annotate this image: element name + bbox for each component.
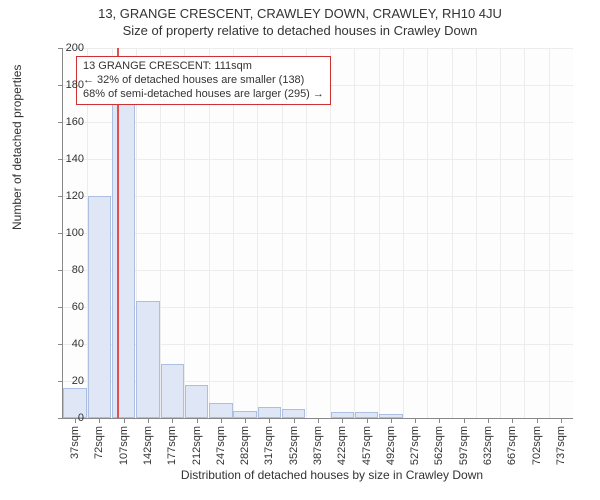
histogram-bar <box>355 412 378 418</box>
xtick-mark <box>391 418 392 423</box>
xtick-mark <box>367 418 368 423</box>
xtick-label: 282sqm <box>239 426 251 465</box>
title-sub: Size of property relative to detached ho… <box>0 21 600 38</box>
xtick-label: 317sqm <box>263 426 275 465</box>
xtick-label: 667sqm <box>506 426 518 465</box>
gridline-v <box>500 48 501 418</box>
gridline-h <box>63 233 573 234</box>
xtick-label: 247sqm <box>215 426 227 465</box>
xtick-mark <box>512 418 513 423</box>
chart-container: 13, GRANGE CRESCENT, CRAWLEY DOWN, CRAWL… <box>0 0 600 500</box>
xtick-mark <box>197 418 198 423</box>
histogram-bar <box>258 407 281 418</box>
gridline-v <box>476 48 477 418</box>
histogram-bar <box>233 411 256 418</box>
gridline-h <box>63 48 573 49</box>
ytick-label: 100 <box>44 227 84 239</box>
xtick-label: 72sqm <box>93 426 105 459</box>
xtick-label: 527sqm <box>409 426 421 465</box>
xtick-mark <box>537 418 538 423</box>
xtick-label: 177sqm <box>166 426 178 465</box>
xtick-label: 457sqm <box>361 426 373 465</box>
histogram-bar <box>331 412 354 418</box>
xtick-label: 737sqm <box>555 426 567 465</box>
xtick-mark <box>269 418 270 423</box>
gridline-v <box>524 48 525 418</box>
gridline-v <box>427 48 428 418</box>
xtick-mark <box>294 418 295 423</box>
annotation-line-1: 13 GRANGE CRESCENT: 111sqm <box>83 60 324 74</box>
xtick-mark <box>318 418 319 423</box>
xtick-mark <box>148 418 149 423</box>
xtick-label: 597sqm <box>458 426 470 465</box>
y-axis-label: Number of detached properties <box>10 65 24 230</box>
histogram-bar <box>136 301 159 418</box>
xtick-mark <box>488 418 489 423</box>
xtick-label: 632sqm <box>482 426 494 465</box>
xtick-mark <box>439 418 440 423</box>
chart-area: 37sqm72sqm107sqm142sqm177sqm212sqm247sqm… <box>62 48 572 418</box>
xtick-label: 142sqm <box>142 426 154 465</box>
annotation-line-2: ← 32% of detached houses are smaller (13… <box>83 74 324 88</box>
xtick-label: 422sqm <box>336 426 348 465</box>
ytick-label: 140 <box>44 153 84 165</box>
gridline-v <box>379 48 380 418</box>
xtick-mark <box>415 418 416 423</box>
xtick-mark <box>221 418 222 423</box>
xtick-label: 352sqm <box>288 426 300 465</box>
xtick-mark <box>172 418 173 423</box>
histogram-bar <box>161 364 184 418</box>
ytick-label: 20 <box>44 375 84 387</box>
gridline-v <box>354 48 355 418</box>
ytick-label: 40 <box>44 338 84 350</box>
ytick-label: 0 <box>44 412 84 424</box>
gridline-v <box>549 48 550 418</box>
gridline-h <box>63 270 573 271</box>
xtick-mark <box>561 418 562 423</box>
xtick-label: 387sqm <box>312 426 324 465</box>
gridline-h <box>63 196 573 197</box>
xtick-label: 37sqm <box>69 426 81 459</box>
gridline-h <box>63 159 573 160</box>
histogram-bar <box>185 385 208 418</box>
annotation-box: 13 GRANGE CRESCENT: 111sqm ← 32% of deta… <box>76 56 331 105</box>
xtick-label: 562sqm <box>433 426 445 465</box>
xtick-mark <box>99 418 100 423</box>
ytick-label: 180 <box>44 79 84 91</box>
xtick-mark <box>342 418 343 423</box>
gridline-v <box>403 48 404 418</box>
ytick-label: 60 <box>44 301 84 313</box>
xtick-label: 212sqm <box>191 426 203 465</box>
xtick-mark <box>464 418 465 423</box>
xtick-mark <box>245 418 246 423</box>
xtick-label: 492sqm <box>385 426 397 465</box>
annotation-line-3: 68% of semi-detached houses are larger (… <box>83 88 324 102</box>
histogram-bar <box>282 409 305 418</box>
gridline-h <box>63 122 573 123</box>
histogram-bar <box>379 414 402 418</box>
xtick-label: 107sqm <box>118 426 130 465</box>
xtick-mark <box>124 418 125 423</box>
histogram-bar <box>112 76 135 418</box>
ytick-label: 200 <box>44 42 84 54</box>
x-axis-label: Distribution of detached houses by size … <box>32 468 600 482</box>
xtick-label: 702sqm <box>531 426 543 465</box>
gridline-v <box>452 48 453 418</box>
ytick-label: 80 <box>44 264 84 276</box>
histogram-bar <box>209 403 232 418</box>
histogram-bar <box>88 196 111 418</box>
ytick-label: 120 <box>44 190 84 202</box>
title-main: 13, GRANGE CRESCENT, CRAWLEY DOWN, CRAWL… <box>0 0 600 21</box>
ytick-label: 160 <box>44 116 84 128</box>
